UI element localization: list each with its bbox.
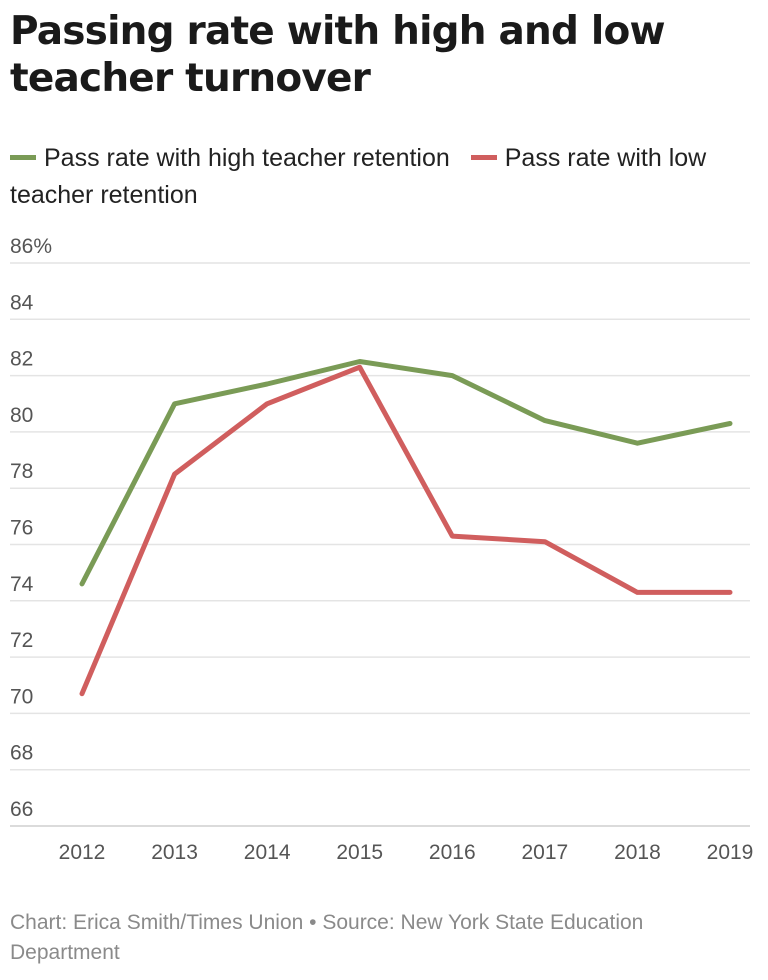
y-tick-label: 78 <box>10 460 33 483</box>
legend-swatch-low-retention <box>470 154 497 160</box>
series-lines <box>79 359 733 697</box>
y-tick-label: 86% <box>10 235 52 258</box>
legend-swatch-high-retention <box>10 154 36 160</box>
series-line-low-retention <box>79 364 733 697</box>
y-tick-label: 70 <box>10 685 33 708</box>
y-tick-label: 72 <box>10 629 33 652</box>
x-axis-ticks: 2012 2013 2014 2015 2016 2017 2018 2019 <box>59 841 754 864</box>
x-tick-label: 2019 <box>707 841 754 864</box>
x-tick-label: 2013 <box>151 841 198 864</box>
y-tick-label: 66 <box>10 798 33 821</box>
line-chart: 86% 84 82 80 78 76 74 72 70 68 66 2012 2013 2014 2015… <box>10 235 754 864</box>
x-tick-label: 2012 <box>59 841 106 864</box>
series-line-high-retention <box>79 359 733 587</box>
y-tick-label: 82 <box>10 348 33 371</box>
y-tick-label: 68 <box>10 742 33 765</box>
chart-title: Passing rate with high and low teacher t… <box>10 9 665 101</box>
legend-label-low-retention: Pass rate with low teacher retention <box>10 144 707 209</box>
legend-item-low-retention: Pass rate with low teacher retention <box>10 144 706 209</box>
y-axis-ticks: 86% 84 82 80 78 76 74 72 70 68 66 <box>10 235 52 821</box>
legend-item-high-retention: Pass rate with high teacher retention <box>10 144 450 172</box>
legend-label-high-retention: Pass rate with high teacher retention <box>44 144 450 172</box>
x-tick-label: 2018 <box>614 841 661 864</box>
x-tick-label: 2015 <box>336 841 383 864</box>
source-credit: Chart: Erica Smith/Times Union • Source:… <box>10 911 644 964</box>
x-tick-label: 2016 <box>429 841 476 864</box>
x-tick-label: 2017 <box>521 841 568 864</box>
y-tick-label: 84 <box>10 291 34 314</box>
gridlines <box>10 262 750 827</box>
legend: Pass rate with high teacher retention Pa… <box>10 140 750 214</box>
y-tick-label: 76 <box>10 517 33 540</box>
x-tick-label: 2014 <box>244 841 291 864</box>
y-tick-label: 80 <box>10 404 33 427</box>
y-tick-label: 74 <box>10 573 34 596</box>
